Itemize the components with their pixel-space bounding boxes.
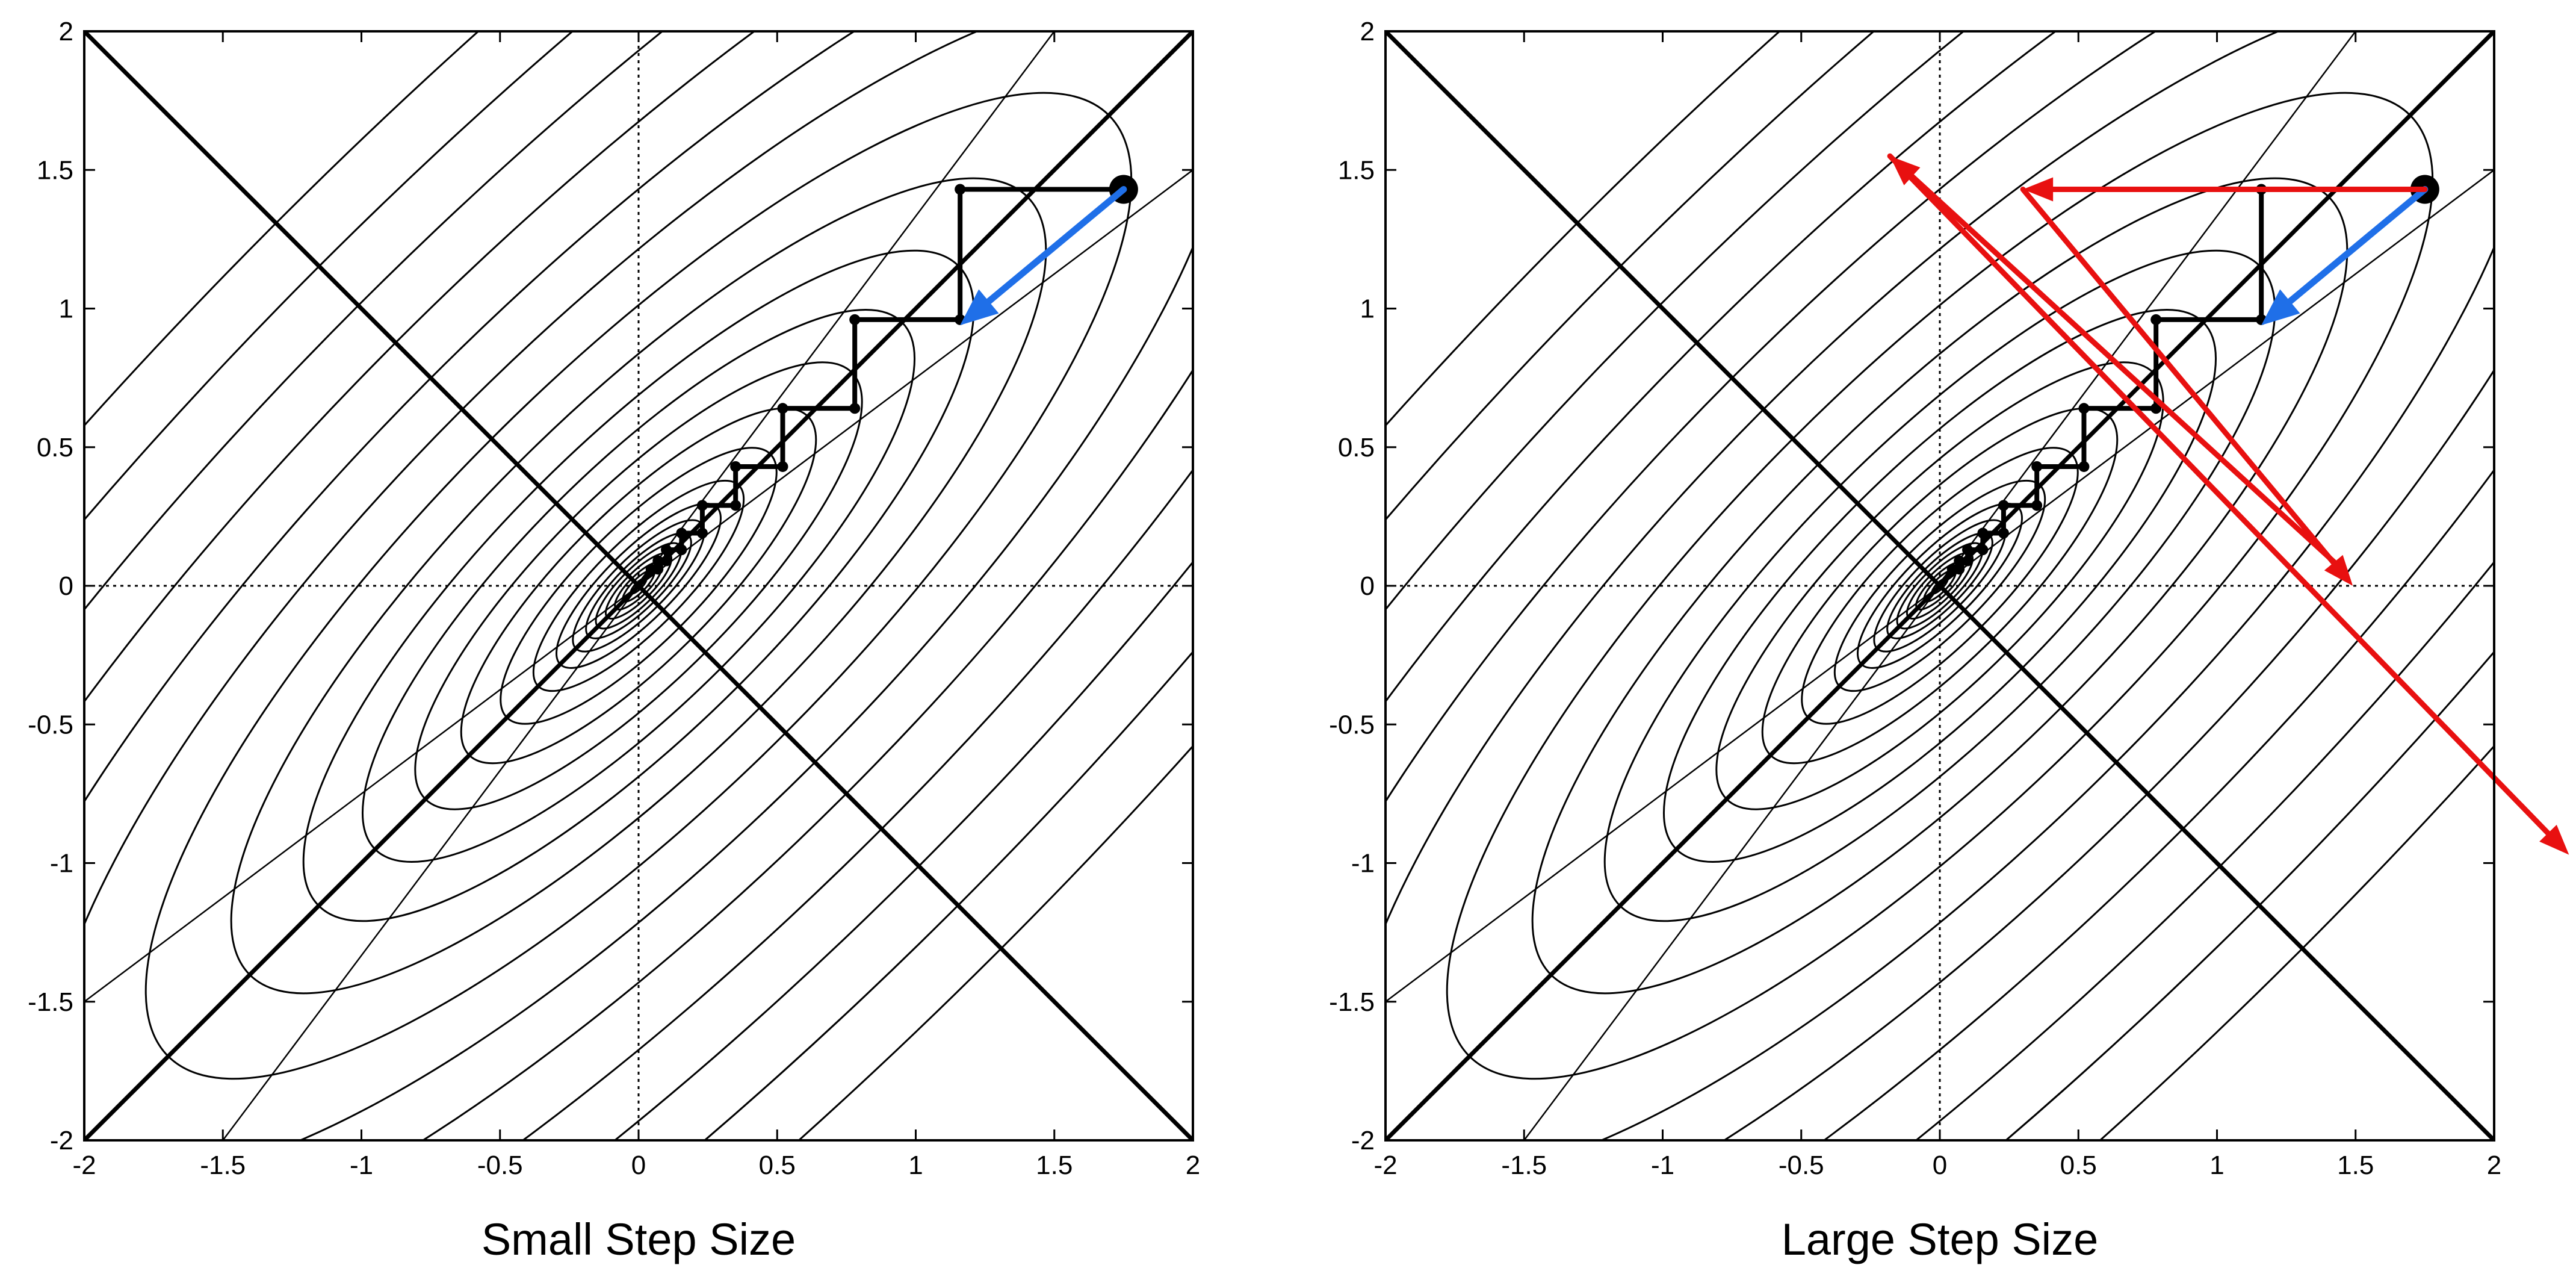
chart-title: Small Step Size xyxy=(481,1214,796,1264)
y-tick-label: 0.5 xyxy=(1338,433,1375,462)
x-tick-label: 1 xyxy=(2209,1151,2224,1180)
x-tick-label: 2 xyxy=(1186,1151,1200,1180)
path-vertex-marker xyxy=(696,527,708,539)
x-tick-label: -2 xyxy=(72,1151,96,1180)
x-tick-label: -0.5 xyxy=(1779,1151,1824,1180)
path-vertex-marker xyxy=(1962,555,1974,567)
x-tick-label: -2 xyxy=(1373,1151,1397,1180)
path-vertex-marker xyxy=(1998,500,2009,511)
arrow-group xyxy=(1887,153,2569,855)
path-vertex-marker xyxy=(2031,500,2043,511)
x-tick-label: -1 xyxy=(350,1151,373,1180)
path-vertex-marker xyxy=(777,403,788,414)
path-vertex-marker xyxy=(676,527,687,539)
small-step-size-chart: -2 -1.5 -1 -0.5 0 0.5 1 1.5 2 -2 -1.5 -1 -0.5 0 0.5 1 1… xyxy=(28,17,1200,1264)
path-vertex-marker xyxy=(696,500,708,511)
path-vertex-marker xyxy=(676,544,687,556)
arrow-group xyxy=(960,185,1127,326)
y-tick-label: -1 xyxy=(1351,849,1375,878)
x-axis-ticks: -2 -1.5 -1 -0.5 0 0.5 1 1.5 2 xyxy=(1373,31,2501,1180)
path-vertex-marker xyxy=(730,500,742,511)
y-tick-label: 1.5 xyxy=(37,155,73,185)
contour-ellipse xyxy=(84,31,1193,1140)
path-vertex-marker xyxy=(955,184,966,195)
y-tick-label: -2 xyxy=(50,1126,73,1155)
y-tick-label: 1.5 xyxy=(1338,155,1375,185)
y-tick-label: 0 xyxy=(59,571,73,601)
x-tick-label: 0.5 xyxy=(2060,1151,2097,1180)
contour-ellipse xyxy=(84,31,1193,1140)
y-axis-ticks: -2 -1.5 -1 -0.5 0 0.5 1 1.5 2 xyxy=(28,17,1193,1155)
gradient-step-arrow xyxy=(960,185,1127,326)
x-tick-label: -1 xyxy=(1651,1151,1674,1180)
path-vertex-marker xyxy=(1977,544,1989,556)
x-tick-label: 1 xyxy=(908,1151,923,1180)
path-vertex-marker xyxy=(1954,555,1965,567)
large-step-arrow-1 xyxy=(2023,177,2428,202)
path-vertex-marker xyxy=(849,314,861,325)
x-tick-label: 1.5 xyxy=(1036,1151,1073,1180)
chart-title: Large Step Size xyxy=(1782,1214,2099,1264)
x-tick-label: 2 xyxy=(2487,1151,2501,1180)
path-vertex-marker xyxy=(1946,564,1958,575)
y-tick-label: 2 xyxy=(1360,17,1375,46)
x-tick-label: 0 xyxy=(631,1151,646,1180)
x-tick-label: 0.5 xyxy=(759,1151,796,1180)
y-tick-label: -1.5 xyxy=(1329,987,1375,1017)
path-vertex-marker xyxy=(1977,527,1989,539)
gradient-step-arrow xyxy=(2261,185,2429,326)
x-tick-label: -0.5 xyxy=(477,1151,523,1180)
x-tick-label: -1.5 xyxy=(1501,1151,1547,1180)
path-vertex-marker xyxy=(2031,461,2043,472)
y-tick-label: 1 xyxy=(1360,294,1375,324)
contour-ellipse xyxy=(84,31,1193,1140)
y-tick-label: -0.5 xyxy=(28,710,73,739)
y-axis-ticks: -2 -1.5 -1 -0.5 0 0.5 1 1.5 2 xyxy=(1329,17,2494,1155)
path-vertex-marker xyxy=(2150,403,2162,414)
y-tick-label: 0.5 xyxy=(37,433,73,462)
large-step-size-chart: -2 -1.5 -1 -0.5 0 0.5 1 1.5 2 -2 -1.5 -1 -0.5 0 0.5 1 1… xyxy=(1329,17,2569,1264)
y-tick-label: -0.5 xyxy=(1329,710,1375,739)
y-tick-label: -1 xyxy=(50,849,73,878)
y-tick-label: 0 xyxy=(1360,571,1375,601)
path-vertex-marker xyxy=(2078,403,2090,414)
x-axis-ticks: -2 -1.5 -1 -0.5 0 0.5 1 1.5 2 xyxy=(72,31,1200,1180)
y-tick-label: 2 xyxy=(59,17,73,46)
x-tick-label: -1.5 xyxy=(200,1151,246,1180)
large-step-arrow-3 xyxy=(1890,156,2342,570)
path-vertex-marker xyxy=(661,544,672,556)
path-vertex-marker xyxy=(645,564,657,575)
path-vertex-marker xyxy=(2078,461,2090,472)
descent-path xyxy=(636,175,1138,588)
path-vertex-marker xyxy=(849,403,861,414)
x-tick-label: 1.5 xyxy=(2337,1151,2374,1180)
x-tick-label: 0 xyxy=(1933,1151,1947,1180)
path-vertex-marker xyxy=(2150,314,2162,325)
path-vertex-marker xyxy=(730,461,742,472)
contour-group xyxy=(84,31,1193,1140)
y-tick-label: -2 xyxy=(1351,1126,1375,1155)
path-vertex-marker xyxy=(1962,544,1974,556)
path-vertex-marker xyxy=(661,555,672,567)
path-vertex-marker xyxy=(777,461,788,472)
path-vertex-marker xyxy=(1998,527,2009,539)
large-step-arrow-2 xyxy=(2020,186,2353,586)
y-tick-label: 1 xyxy=(59,294,73,324)
large-step-arrow-4 xyxy=(1887,153,2569,855)
path-vertex-marker xyxy=(652,555,664,567)
y-tick-label: -1.5 xyxy=(28,987,73,1017)
